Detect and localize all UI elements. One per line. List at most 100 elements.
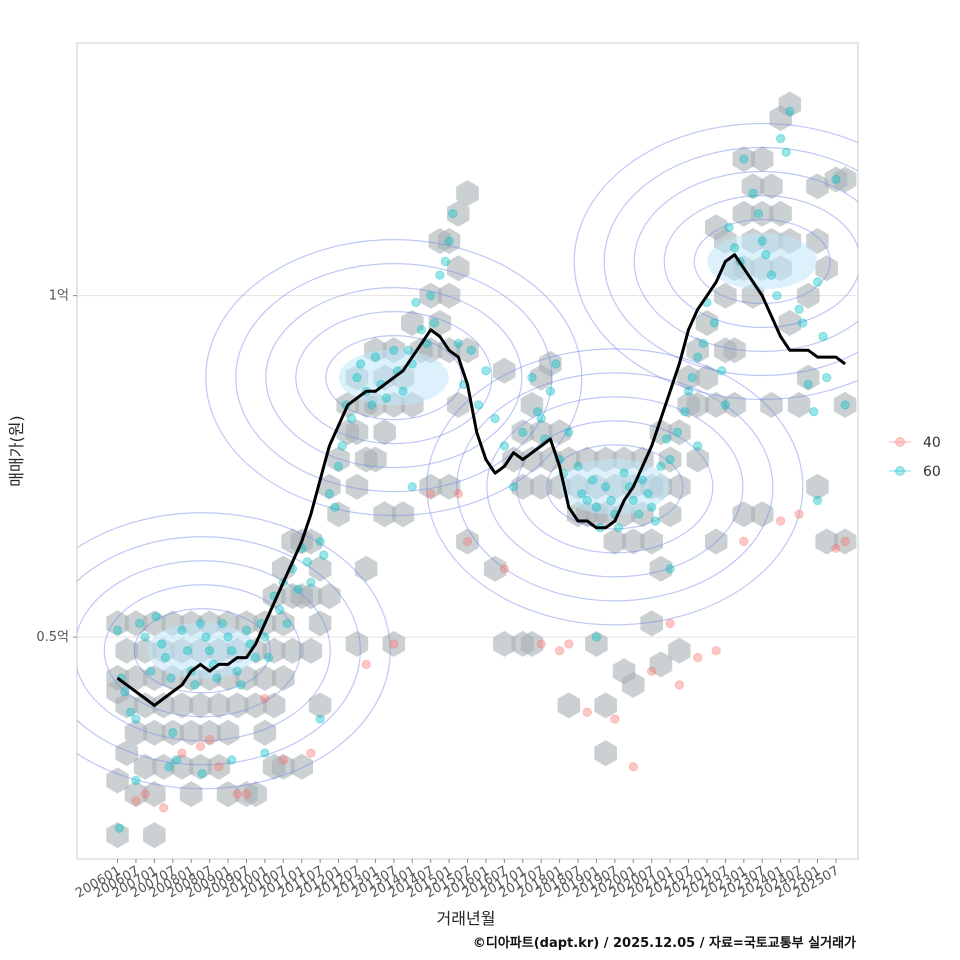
point-60 xyxy=(440,256,451,267)
point-60 xyxy=(403,345,414,355)
hexbin xyxy=(603,528,627,555)
point-60 xyxy=(643,488,653,499)
point-60 xyxy=(227,755,237,765)
hexbin xyxy=(622,528,645,555)
point-60 xyxy=(171,755,182,765)
hexbin xyxy=(815,255,838,282)
point-40 xyxy=(425,488,436,499)
hexbin xyxy=(115,637,138,664)
point-40 xyxy=(361,659,371,670)
point-40 xyxy=(582,707,592,717)
point-60 xyxy=(536,413,546,424)
hexbin xyxy=(640,528,663,555)
density-contour xyxy=(573,122,858,401)
point-60 xyxy=(499,441,510,451)
point-60 xyxy=(324,488,335,499)
point-60 xyxy=(672,427,683,437)
hexbin xyxy=(723,337,746,364)
point-60 xyxy=(518,427,528,437)
point-60 xyxy=(619,468,629,478)
point-40 xyxy=(536,639,546,649)
hexbin xyxy=(594,692,617,719)
point-60 xyxy=(683,386,694,396)
point-60 xyxy=(720,400,731,410)
point-60 xyxy=(466,345,476,355)
point-60 xyxy=(761,249,771,260)
hexbin xyxy=(318,473,341,500)
point-60 xyxy=(613,523,624,533)
hexbin xyxy=(686,391,709,418)
contour-layer xyxy=(77,122,858,790)
point-60 xyxy=(748,188,758,198)
hexbin xyxy=(483,555,507,582)
point-40 xyxy=(306,748,316,758)
point-40 xyxy=(665,618,675,629)
density-contour xyxy=(235,262,553,493)
hexbin xyxy=(226,692,249,719)
y-tick-label: 0.5억 xyxy=(36,630,69,645)
point-60 xyxy=(729,243,740,253)
legend: 40 60 xyxy=(889,435,941,480)
point-60 xyxy=(346,413,357,424)
point-60 xyxy=(831,174,841,185)
hexbin xyxy=(272,610,295,637)
hexbin xyxy=(272,665,295,691)
caption: ©디아파트(dapt.kr) / 2025.12.05 / 자료=국토교통부 실… xyxy=(473,935,856,951)
hexbin xyxy=(133,692,157,719)
point-40 xyxy=(462,536,473,547)
hexbin xyxy=(345,419,369,446)
point-60 xyxy=(177,625,187,635)
point-60 xyxy=(508,482,519,492)
hexbin-layer xyxy=(106,91,857,849)
hexbin xyxy=(428,310,452,336)
point-60 xyxy=(114,823,125,833)
hexbin xyxy=(244,781,267,808)
hexbin xyxy=(760,173,783,200)
point-60 xyxy=(628,495,638,506)
hexbin xyxy=(658,501,682,528)
point-60 xyxy=(306,577,316,588)
trend-line-layer xyxy=(116,253,846,707)
hexbin xyxy=(658,446,682,473)
hexbin xyxy=(493,357,516,384)
hexbin xyxy=(704,391,728,418)
hexbin xyxy=(106,822,129,849)
hexbin xyxy=(520,446,544,473)
point-60 xyxy=(840,400,850,410)
point-40 xyxy=(499,564,510,574)
hexbin xyxy=(143,719,166,746)
point-60 xyxy=(355,359,366,369)
hexbin xyxy=(272,555,295,582)
hexbin xyxy=(308,555,332,582)
density-contour xyxy=(295,310,493,445)
hexbin xyxy=(327,501,350,528)
point-60 xyxy=(398,386,408,396)
point-60 xyxy=(716,366,727,376)
hexbin xyxy=(769,200,792,227)
hexbin xyxy=(318,583,341,610)
hexbin xyxy=(143,781,166,808)
hexbin xyxy=(557,692,581,719)
point-60 xyxy=(151,611,161,622)
point-60 xyxy=(680,407,690,417)
y-axis: 0.5억 1억 xyxy=(36,289,77,645)
hexbin xyxy=(732,200,756,227)
hexbin xyxy=(152,692,175,719)
point-60 xyxy=(600,482,611,492)
point-60 xyxy=(709,318,720,328)
point-60 xyxy=(263,652,274,663)
point-60 xyxy=(131,714,141,724)
hexbin xyxy=(778,91,802,118)
density-contour xyxy=(486,396,744,578)
hexbin xyxy=(447,255,470,282)
hexbin xyxy=(207,753,231,780)
hexbin xyxy=(806,228,829,254)
density-contour xyxy=(77,560,331,742)
point-60 xyxy=(448,209,458,219)
hexbin xyxy=(235,665,258,691)
point-60 xyxy=(389,345,399,355)
hexbin xyxy=(290,753,313,780)
point-60 xyxy=(112,625,123,635)
density-contour xyxy=(693,218,831,305)
point-60 xyxy=(606,495,616,506)
